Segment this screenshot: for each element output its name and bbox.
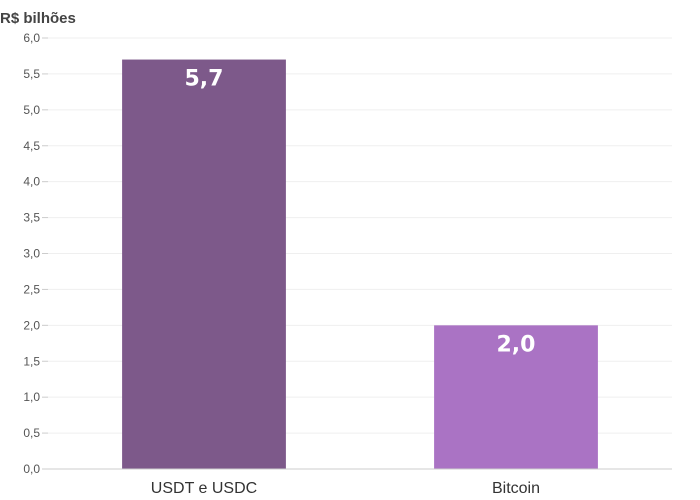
y-tick-label: 3,0 — [23, 247, 40, 261]
y-axis-label: R$ bilhões — [0, 10, 76, 27]
bar — [122, 59, 286, 470]
y-tick-label: 5,5 — [23, 67, 40, 81]
y-tick-label: 4,0 — [23, 175, 40, 189]
y-tick-label: 0,0 — [23, 462, 40, 476]
y-tick-label: 0,5 — [23, 426, 40, 440]
bar — [434, 325, 598, 469]
y-tick-label: 3,5 — [23, 211, 40, 225]
y-tick-label: 1,0 — [23, 390, 40, 404]
y-tick-label: 5,0 — [23, 103, 40, 117]
data-labels: 5,7 2,0 — [185, 67, 536, 358]
y-tick-label: 2,0 — [23, 318, 40, 332]
y-tick-label: 1,5 — [23, 354, 40, 368]
category-labels: USDT e USDC Bitcoin — [151, 480, 540, 497]
y-tick-label: 4,5 — [23, 139, 40, 153]
data-label: 2,0 — [497, 332, 536, 357]
category-label: Bitcoin — [492, 480, 540, 497]
y-tick-label: 2,5 — [23, 282, 40, 296]
y-axis-ticks: 0,0 0,5 1,0 1,5 2,0 2,5 3,0 3,5 4,0 4,5 5,0 5,5 6,0 — [23, 31, 48, 476]
y-tick-label: 6,0 — [23, 31, 40, 45]
bars — [122, 59, 598, 470]
data-label: 5,7 — [185, 67, 224, 92]
category-label: USDT e USDC — [151, 480, 257, 497]
